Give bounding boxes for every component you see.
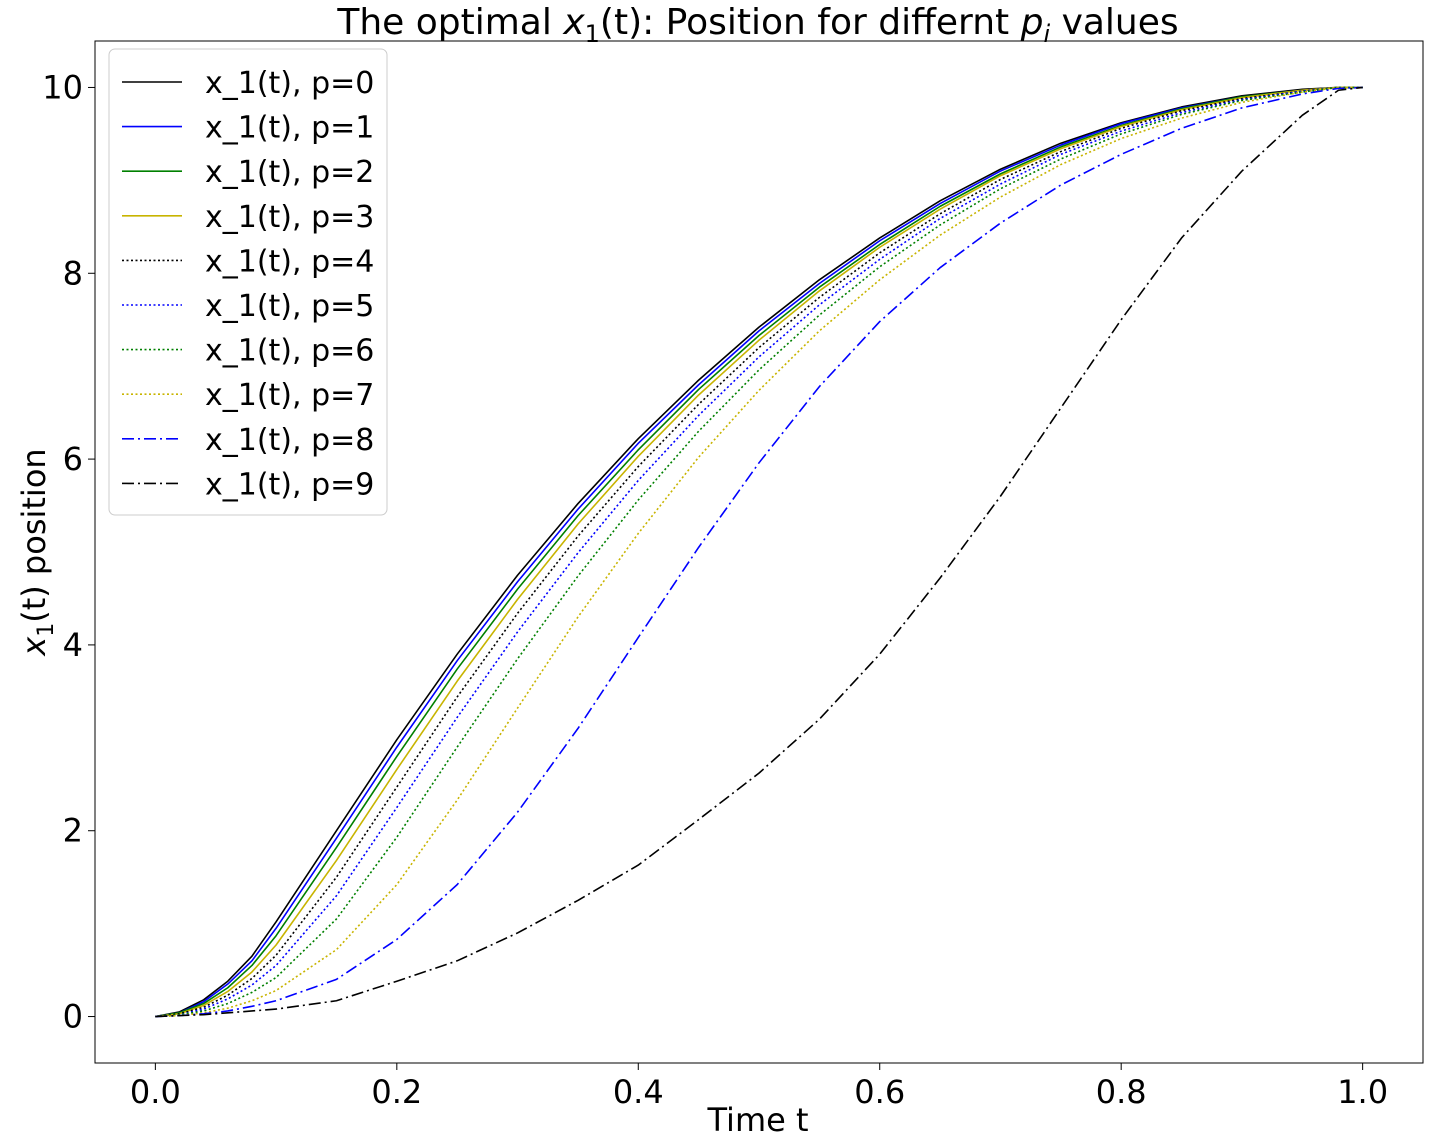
x-tick-label: 0.0 [130, 1073, 181, 1111]
series-line-p3 [155, 86, 1363, 1018]
chart-title: The optimal x1(t): Position for differnt… [336, 2, 1178, 48]
legend-label: x_1(t), p=4 [205, 244, 374, 279]
plot-frame [94, 40, 1424, 1064]
y-axis-label: x1(t) position [15, 448, 59, 656]
x-tick-label: 0.8 [1096, 1073, 1147, 1111]
y-tick-label: 6 [63, 440, 83, 478]
x-axis-ticks: 0.0 0.2 0.4 0.6 0.8 1.0 [130, 1063, 1388, 1111]
x-tick-label: 0.6 [854, 1073, 905, 1111]
legend-label: x_1(t), p=5 [205, 289, 374, 324]
series-line-p1 [155, 86, 1363, 1018]
series-layer [155, 86, 1363, 1018]
y-tick-label: 10 [42, 68, 83, 106]
x-tick-label: 0.2 [371, 1073, 422, 1111]
legend-label: x_1(t), p=8 [205, 423, 374, 458]
y-tick-label: 0 [63, 998, 83, 1036]
series-line-p6 [155, 86, 1363, 1018]
series-line-p9 [155, 86, 1363, 1018]
x-axis-label: Time t [706, 1101, 808, 1139]
y-tick-label: 4 [63, 626, 83, 664]
series-line-p5 [155, 86, 1363, 1018]
legend-label: x_1(t), p=6 [205, 334, 374, 369]
series-line-p8 [155, 86, 1363, 1018]
y-axis-ticks: 0 2 4 6 8 10 [42, 68, 95, 1036]
legend-label: x_1(t), p=9 [205, 467, 374, 502]
series-line-p0 [155, 86, 1363, 1018]
legend-label: x_1(t), p=3 [205, 200, 374, 235]
y-tick-label: 2 [63, 812, 83, 850]
legend-label: x_1(t), p=0 [205, 66, 374, 101]
legend-label: x_1(t), p=2 [205, 155, 374, 190]
x-tick-label: 0.4 [613, 1073, 664, 1111]
legend: x_1(t), p=0 x_1(t), p=1 x_1(t), p=2 x_1(t),… [108, 48, 388, 516]
legend-label: x_1(t), p=7 [205, 378, 374, 413]
legend-box [108, 48, 388, 516]
x-tick-label: 1.0 [1337, 1073, 1388, 1111]
legend-label: x_1(t), p=1 [205, 111, 374, 146]
series-line-p2 [155, 86, 1363, 1018]
y-tick-label: 8 [63, 254, 83, 292]
